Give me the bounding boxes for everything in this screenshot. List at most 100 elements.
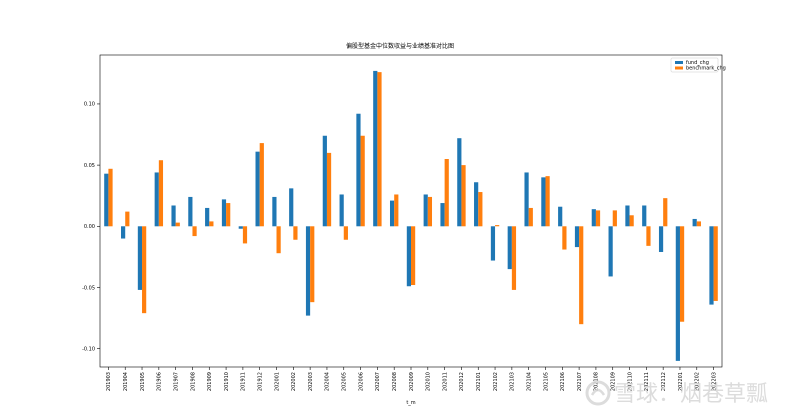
bar-fund_chg-202201: [675, 226, 680, 361]
x-tick-label: 202009: [409, 372, 415, 391]
watermark-text: 雪球：烟巷草瓢: [614, 382, 768, 407]
bar-benchmark_chg-202005: [343, 226, 348, 240]
bar-fund_chg-202011: [440, 203, 445, 227]
bar-benchmark_chg-202002: [293, 226, 298, 240]
x-tick-label: 201911: [241, 372, 247, 391]
x-tick-label: 202001: [274, 372, 280, 391]
x-tick-label: 202002: [291, 372, 297, 391]
x-tick-label: 202003: [308, 372, 314, 391]
bar-benchmark_chg-202110: [629, 215, 634, 227]
bar-fund_chg-202202: [692, 218, 697, 227]
bar-fund_chg-202109: [608, 226, 613, 277]
x-tick-label: 202004: [325, 372, 331, 391]
x-tick-label: 202201: [678, 372, 684, 391]
bar-benchmark_chg-202102: [495, 225, 500, 227]
x-tick-label: 201912: [258, 372, 264, 391]
y-axis: 0.10 0.05 0.00 -0.05 -0.10: [82, 102, 100, 352]
snowball-logo-icon: [585, 380, 611, 406]
x-tick-label: 202008: [392, 372, 398, 391]
bar-fund_chg-202007: [373, 70, 378, 227]
x-tick-label: 201909: [207, 372, 213, 391]
bar-fund_chg-201906: [154, 172, 159, 227]
x-tick-label: 201907: [173, 372, 179, 391]
bar-benchmark_chg-202004: [326, 152, 332, 227]
bar-benchmark_chg-202111: [646, 226, 651, 246]
bar-benchmark_chg-202202: [696, 221, 701, 227]
bar-fund_chg-202112: [658, 226, 664, 252]
x-tick-label: 202007: [375, 372, 381, 391]
bar-benchmark_chg-201903: [108, 168, 113, 227]
x-tick-label: 201906: [157, 372, 163, 391]
x-tick-label: 202105: [543, 372, 549, 391]
bar-benchmark_chg-201908: [192, 226, 197, 237]
bar-benchmark_chg-201906: [158, 160, 164, 227]
bar-benchmark_chg-202104: [528, 207, 533, 227]
bar-benchmark_chg-201907: [175, 222, 180, 227]
x-tick-label: 202011: [442, 372, 448, 391]
bar-fund_chg-201909: [205, 207, 210, 227]
x-tick-label: 202202: [695, 372, 701, 391]
bar-benchmark_chg-201904: [125, 211, 130, 227]
bar-benchmark_chg-202008: [394, 194, 399, 227]
x-tick-label: 202107: [577, 372, 583, 391]
bar-benchmark_chg-202006: [360, 135, 365, 227]
bar-fund_chg-201907: [171, 205, 176, 227]
legend-swatch-benchmark_chg: [675, 66, 683, 70]
bar-fund_chg-202001: [272, 196, 277, 227]
bar-benchmark_chg-202108: [595, 210, 601, 227]
y-tick-label: -0.10: [82, 346, 95, 352]
bar-benchmark_chg-202109: [612, 210, 617, 227]
x-axis-label: t_m: [406, 400, 415, 406]
bar-fund_chg-202006: [356, 113, 361, 227]
x-tick-label: 201903: [106, 372, 112, 391]
bar-benchmark_chg-202007: [377, 72, 382, 227]
bar-fund_chg-201912: [255, 151, 260, 227]
x-tick-label: 201908: [190, 372, 196, 391]
x-tick-label: 202010: [426, 372, 432, 391]
x-tick-label: 202110: [627, 372, 633, 391]
bar-fund_chg-202002: [289, 188, 294, 227]
bar-benchmark_chg-202003: [310, 226, 315, 303]
bar-fund_chg-201904: [121, 226, 126, 239]
legend-swatch-fund_chg: [675, 61, 683, 64]
legend-label-fund_chg: fund_chg: [686, 60, 709, 66]
bars-layer: [104, 70, 718, 361]
bar-benchmark_chg-202101: [478, 192, 483, 227]
bar-benchmark_chg-202203: [713, 226, 718, 301]
bar-benchmark_chg-202201: [679, 226, 685, 322]
bar-benchmark_chg-202010: [427, 196, 433, 227]
bar-fund_chg-202104: [524, 172, 529, 227]
bar-benchmark_chg-201911: [242, 226, 248, 244]
x-tick-label: 202106: [560, 372, 566, 391]
y-tick-label: 0.05: [84, 163, 95, 169]
x-tick-label: 202101: [476, 372, 482, 391]
bar-benchmark_chg-202112: [663, 198, 668, 227]
bar-fund_chg-202105: [541, 177, 546, 227]
x-tick-label: 202111: [644, 372, 650, 391]
bar-fund_chg-202106: [558, 206, 563, 227]
x-tick-label: 202203: [711, 372, 717, 391]
bar-fund_chg-202203: [709, 226, 714, 305]
bar-benchmark_chg-202011: [444, 159, 449, 227]
bar-fund_chg-202102: [490, 226, 496, 261]
bar-benchmark_chg-201912: [259, 143, 264, 227]
x-tick-label: 202109: [611, 372, 617, 391]
bar-benchmark_chg-202105: [545, 176, 550, 227]
bar-fund_chg-202003: [305, 226, 311, 316]
watermark: 雪球：烟巷草瓢: [585, 380, 768, 407]
bar-fund_chg-202010: [423, 194, 428, 227]
chart-title: 偏股型基金中位数収益与业绩基准对比图: [346, 42, 454, 50]
bar-benchmark_chg-202106: [562, 226, 567, 250]
bar-fund_chg-201903: [104, 173, 109, 227]
bar-benchmark_chg-202103: [511, 226, 517, 290]
bar-fund_chg-202101: [474, 182, 479, 227]
bar-benchmark_chg-202107: [579, 226, 584, 325]
x-tick-label: 202102: [493, 372, 499, 391]
bar-fund_chg-202108: [591, 209, 596, 227]
y-tick-label: 0.10: [84, 102, 95, 108]
y-tick-label: 0.00: [84, 224, 95, 230]
bar-benchmark_chg-201905: [142, 226, 147, 314]
x-tick-label: 202104: [526, 372, 532, 391]
bar-benchmark_chg-202001: [276, 226, 281, 254]
bar-fund_chg-202005: [339, 194, 344, 227]
